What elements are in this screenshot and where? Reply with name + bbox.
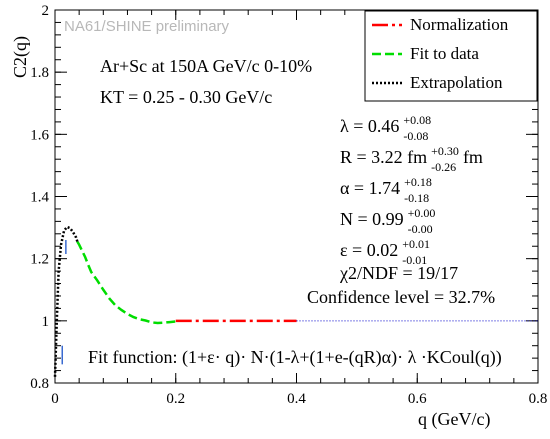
param-value: α = 1.74 <box>340 178 400 198</box>
confidence-label: Confidence level = 32.7% <box>307 287 495 307</box>
param-value: λ = 0.46 <box>340 116 399 136</box>
param-error-up: +0.08 <box>403 113 431 127</box>
series-line-fit-to-data <box>76 240 176 325</box>
series-layer <box>53 225 538 377</box>
param-value: ε = 0.02 <box>340 240 398 260</box>
param-error-down: -0.00 <box>408 222 433 236</box>
fit-parameters: λ = 0.46 +0.08 -0.08 R = 3.22 fm +0.30 -0.26 f… <box>340 113 483 267</box>
y-tick-label: 1.8 <box>30 65 49 81</box>
chi2-label: χ2/NDF = 19/17 <box>339 263 458 283</box>
param-value: N = 0.99 <box>340 209 404 229</box>
legend-entries: Normalization Fit to data Extrapolation <box>372 15 509 92</box>
param-error-down: -0.08 <box>403 129 428 143</box>
y-tick-label: 2 <box>42 3 50 19</box>
y-tick-label: 1.2 <box>30 252 49 268</box>
x-tick-label: 0.4 <box>287 391 306 407</box>
legend-label: Fit to data <box>410 44 479 63</box>
x-tick-label: 0 <box>51 391 59 407</box>
series-line-extrapolation <box>53 225 79 377</box>
x-tick-label: 0.8 <box>529 391 548 407</box>
param-error-up: +0.30 <box>431 144 459 158</box>
x-tick-label: 0.6 <box>408 391 427 407</box>
y-tick-label: 0.8 <box>30 376 49 392</box>
legend-label: Extrapolation <box>410 73 503 92</box>
legend: Normalization Fit to data Extrapolation <box>364 10 538 102</box>
y-tick-label: 1 <box>42 314 50 330</box>
kt-label: KT = 0.25 - 0.30 GeV/c <box>100 87 272 107</box>
x-axis-label: q (GeV/c) <box>418 409 490 430</box>
system-label: Ar+Sc at 150A GeV/c 0-10% <box>100 56 312 76</box>
y-tick-label: 1.6 <box>30 127 49 143</box>
legend-label: Normalization <box>410 15 509 34</box>
param-unit: fm <box>463 147 483 167</box>
watermark: NA61/SHINE preliminary <box>64 18 230 35</box>
fit-function: Fit function: (1+ε· q)· N·(1-λ+(1+e-(qR)… <box>88 347 502 368</box>
param-error-up: +0.00 <box>408 206 436 220</box>
x-tick-label: 0.2 <box>166 391 185 407</box>
y-tick-label: 1.4 <box>30 190 49 206</box>
param-error-down: -0.26 <box>431 160 456 174</box>
y-axis-label: C2(q) <box>10 36 31 78</box>
param-error-up: +0.01 <box>402 237 430 251</box>
param-error-down: -0.18 <box>404 191 429 205</box>
param-error-down: -0.01 <box>402 253 427 267</box>
param-error-up: +0.18 <box>404 175 432 189</box>
param-value: R = 3.22 fm <box>340 147 427 167</box>
axes: 0 0.2 0.4 0.6 0.8 0.8 1 1.2 1.4 1.6 1.8 2 <box>30 3 547 407</box>
